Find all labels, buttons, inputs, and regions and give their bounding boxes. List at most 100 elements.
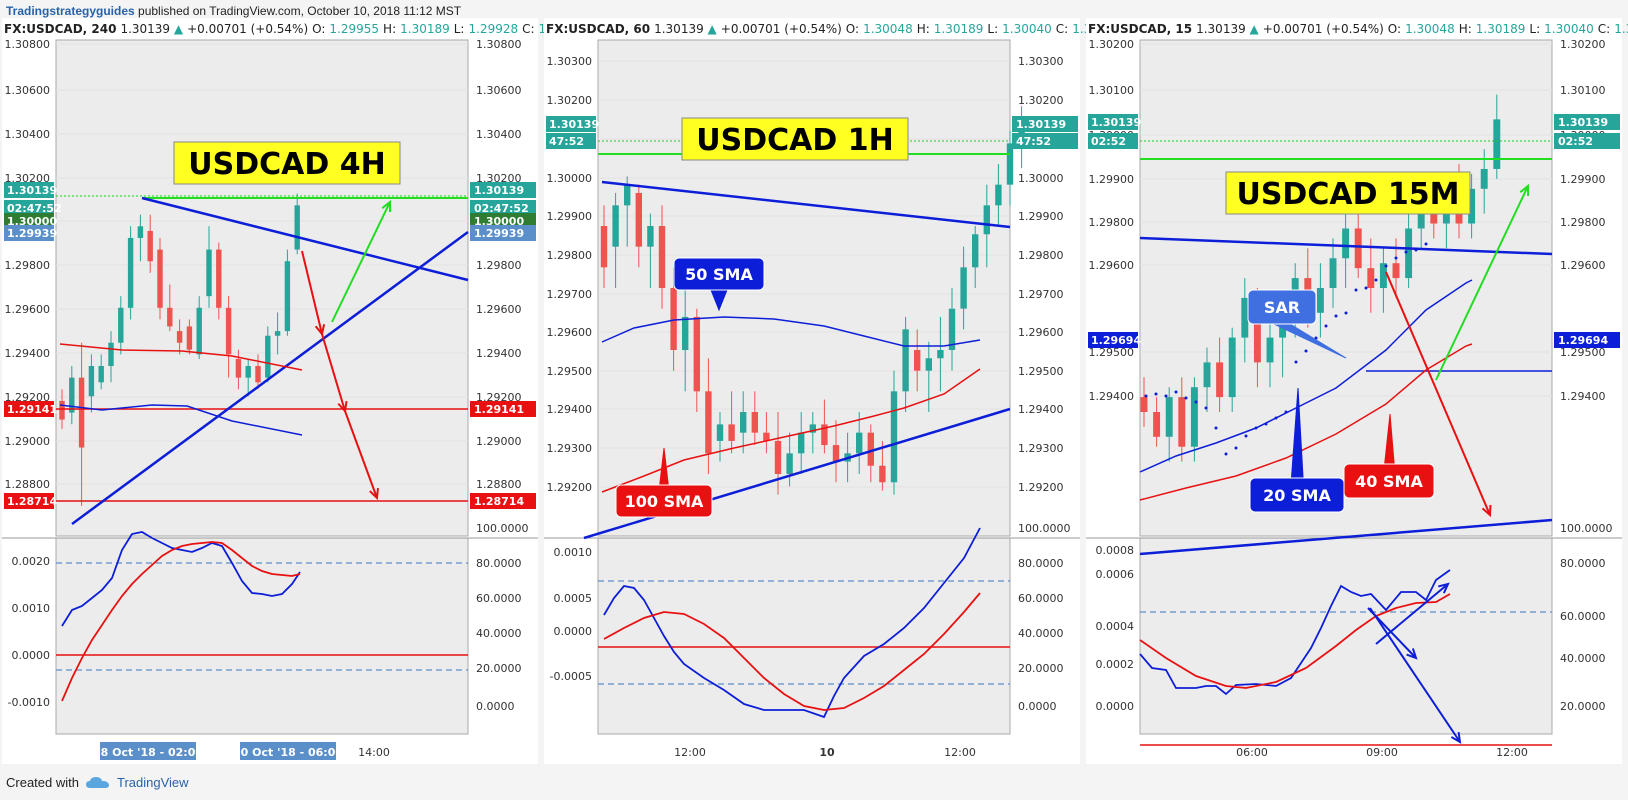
osc-tick-left: 0.0000	[1096, 700, 1135, 713]
price-tick-right: 1.29500	[1018, 365, 1064, 378]
price-tag: 1.29939 1.29939	[4, 225, 536, 241]
price-tick-right: 1.29600	[476, 303, 522, 316]
candle-body	[265, 335, 271, 378]
bearish-arrow-3	[344, 410, 378, 499]
osc-tick-right: 20.0000	[476, 662, 522, 675]
header-symbol: FX:USDCAD, 60	[546, 22, 651, 36]
candle-body	[1493, 119, 1501, 169]
candle-body	[1165, 397, 1173, 437]
header-h-label: H:	[916, 22, 930, 36]
candle-body	[670, 288, 677, 350]
candle-body	[1228, 337, 1236, 398]
oscillator-plot-area	[55, 537, 469, 735]
callout-20-sma-label: 20 SMA	[1263, 486, 1331, 505]
price-tag-text: 1.30139	[1558, 116, 1608, 129]
chart-panel-15m[interactable]: FX:USDCAD, 15 1.30139 ▲ +0.00701 (+0.54%) O…	[1086, 18, 1628, 764]
price-tick-left: 1.28800	[5, 478, 51, 491]
time-tick: 08 Oct '18 - 02:00	[93, 746, 203, 759]
ascending-trendline	[71, 230, 469, 526]
signal-line	[61, 541, 301, 702]
candle-body	[88, 366, 95, 397]
candle-body	[1392, 263, 1400, 279]
osc-tick-right: 60.0000	[476, 592, 522, 605]
header-l: 1.29928	[468, 22, 519, 36]
osc-tick-left: 0.0000	[554, 625, 593, 638]
header-l: 1.30040	[1544, 22, 1594, 36]
drawing-overlays: USDCAD 1H 50 SMA 100 SMA	[583, 117, 1011, 719]
osc-tick-right: 80.0000	[1018, 557, 1064, 570]
price-tag-text: 1.29694	[1558, 334, 1608, 347]
price-tick-right: 1.29500	[1560, 346, 1606, 359]
callout-50-sma-label: 50 SMA	[685, 265, 753, 284]
candle-body	[1190, 387, 1198, 447]
candle-body	[635, 192, 642, 247]
price-tick-right: 1.30800	[476, 38, 522, 51]
candle-body	[682, 316, 689, 350]
callout-sar	[1247, 289, 1317, 325]
candle-body	[786, 453, 793, 474]
header-h-label: H:	[383, 22, 397, 36]
tradingview-brand[interactable]: TradingView	[116, 775, 189, 790]
bullish-arrow-head	[1519, 183, 1530, 197]
osc-bearish-arrow	[1369, 607, 1461, 743]
parabolic-sar-dot	[1204, 406, 1208, 410]
price-tick-left: 1.29800	[1089, 216, 1135, 229]
parabolic-sar-dot	[1404, 250, 1408, 254]
macd-line	[61, 531, 301, 627]
bearish-arrow-3-head	[369, 487, 379, 501]
descending-trendline	[141, 196, 469, 282]
candle-body	[294, 205, 300, 250]
footer: Created with TradingView	[6, 775, 189, 790]
price-tick-right: 1.29600	[1560, 259, 1606, 272]
parabolic-sar-dot	[1324, 324, 1328, 328]
header-c-label: C:	[1597, 22, 1611, 36]
osc-tick-right: 0.0000	[476, 700, 515, 713]
price-tag-text-left: 1.29939	[7, 227, 57, 240]
parabolic-sar-dot	[1174, 390, 1178, 394]
time-tick: 06:00	[1236, 746, 1268, 759]
osc-tick-left: 0.0010	[12, 602, 51, 615]
callout-100-sma	[615, 484, 713, 518]
candle-body	[1379, 263, 1387, 288]
candle-body	[196, 307, 202, 355]
price-tick-left: 1.30200	[1089, 38, 1135, 51]
candle-body	[108, 342, 114, 367]
candle-body	[1329, 258, 1337, 288]
candle-body	[147, 230, 153, 262]
price-tag: 1.29694 1.29694	[1088, 332, 1620, 348]
price-tick-left: 1.29900	[1089, 173, 1135, 186]
header-c: 1.30139	[1614, 22, 1628, 36]
price-tag-text-left: 1.30139	[7, 184, 57, 197]
candle-body	[1480, 168, 1488, 189]
bullish-arrow	[1435, 185, 1529, 381]
candle-body	[1241, 297, 1249, 338]
descending-trendline	[1139, 236, 1553, 256]
osc-tick-left: -0.0005	[550, 670, 592, 683]
candle-body	[1216, 362, 1224, 398]
price-tick-right: 1.29400	[1560, 390, 1606, 403]
price-tick-left: 1.29600	[5, 303, 51, 316]
time-tag-bg	[100, 742, 196, 760]
price-tag-text-left: 1.29141	[7, 403, 57, 416]
author-link[interactable]: Tradingstrategyguides	[6, 4, 135, 18]
bearish-arrow-1	[301, 250, 323, 335]
sma-20	[1139, 279, 1473, 473]
candle-body	[960, 267, 967, 309]
header-last: 1.30139	[1196, 22, 1246, 36]
osc-tick-right: 60.0000	[1018, 592, 1064, 605]
candle-body	[705, 391, 712, 454]
candle-body	[127, 237, 134, 308]
moving-average-red	[59, 343, 303, 371]
price-tag: 1.28714 1.28714	[4, 493, 536, 509]
header-c-label: C:	[522, 22, 535, 36]
candle-body	[1468, 188, 1476, 224]
price-tick-right: 1.30600	[476, 84, 522, 97]
price-tick-right: 1.29600	[1018, 326, 1064, 339]
price-tick-right: 1.30200	[476, 172, 522, 185]
chart-panel-1h[interactable]: FX:USDCAD, 60 1.30139 ▲ +0.00701 (+0.54%) O…	[544, 18, 1122, 764]
title-box	[681, 117, 909, 161]
parabolic-sar-dot	[1334, 314, 1338, 318]
chart-panel-4h[interactable]: FX:USDCAD, 240 1.30139 ▲ +0.00701 (+0.54%)…	[2, 18, 588, 764]
header-l-label: L:	[987, 22, 999, 36]
price-tag-text: 1.28714	[474, 495, 524, 508]
